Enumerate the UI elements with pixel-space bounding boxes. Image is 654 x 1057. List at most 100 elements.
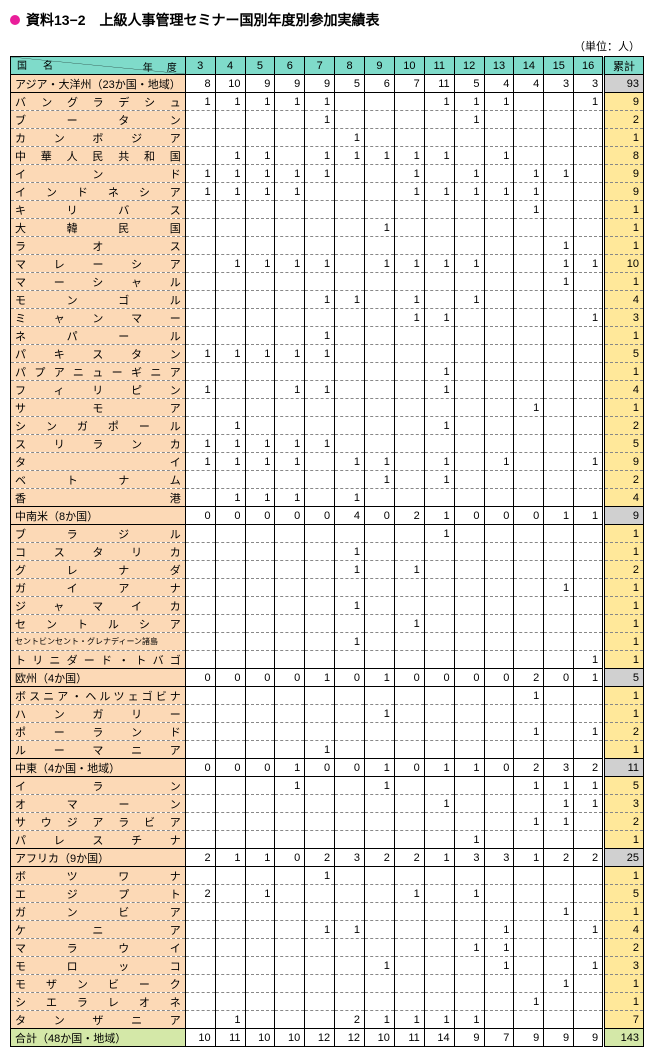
value-cell: 1 — [394, 1011, 424, 1029]
value-cell — [424, 579, 454, 597]
value-cell — [514, 471, 544, 489]
value-cell: 1 — [335, 129, 365, 147]
value-cell: 1 — [365, 219, 395, 237]
value-cell: 9 — [454, 1029, 484, 1047]
value-cell: 1 — [544, 165, 574, 183]
value-cell: 5 — [335, 75, 365, 93]
value-cell — [424, 399, 454, 417]
value-cell — [544, 453, 574, 471]
country-name: ジャマイカ — [11, 597, 186, 615]
country-name: シエラレオネ — [11, 993, 186, 1011]
value-cell — [245, 219, 275, 237]
value-cell: 1 — [424, 147, 454, 165]
value-cell — [514, 975, 544, 993]
value-cell — [484, 525, 514, 543]
value-cell: 1 — [454, 831, 484, 849]
value-cell — [544, 219, 574, 237]
value-cell — [424, 435, 454, 453]
value-cell — [574, 201, 604, 219]
value-cell — [215, 237, 245, 255]
value-cell: 1 — [394, 885, 424, 903]
country-name: ネパール — [11, 327, 186, 345]
value-cell — [245, 687, 275, 705]
value-cell — [305, 201, 335, 219]
row-total: 5 — [604, 777, 644, 795]
value-cell: 0 — [394, 669, 424, 687]
value-cell: 9 — [275, 75, 305, 93]
country-name: 中華人民共和国 — [11, 147, 186, 165]
value-cell: 1 — [215, 453, 245, 471]
value-cell — [574, 705, 604, 723]
value-cell — [484, 651, 514, 669]
value-cell: 1 — [574, 795, 604, 813]
value-cell: 0 — [245, 507, 275, 525]
value-cell: 1 — [394, 183, 424, 201]
value-cell: 1 — [365, 957, 395, 975]
value-cell — [365, 975, 395, 993]
value-cell — [484, 633, 514, 651]
value-cell — [454, 975, 484, 993]
value-cell — [574, 525, 604, 543]
value-cell: 1 — [335, 291, 365, 309]
value-cell: 1 — [185, 453, 215, 471]
value-cell — [484, 543, 514, 561]
value-cell: 9 — [574, 1029, 604, 1047]
value-cell: 1 — [484, 93, 514, 111]
value-cell: 4 — [484, 75, 514, 93]
value-cell — [335, 345, 365, 363]
value-cell — [275, 597, 305, 615]
value-cell — [185, 633, 215, 651]
value-cell — [305, 903, 335, 921]
value-cell — [215, 309, 245, 327]
value-cell — [215, 327, 245, 345]
value-cell — [394, 687, 424, 705]
value-cell: 11 — [424, 75, 454, 93]
value-cell — [484, 165, 514, 183]
value-cell: 1 — [484, 453, 514, 471]
row-total: 1 — [604, 867, 644, 885]
value-cell: 1 — [185, 183, 215, 201]
value-cell — [394, 939, 424, 957]
value-cell — [484, 417, 514, 435]
value-cell — [305, 129, 335, 147]
value-cell: 2 — [544, 849, 574, 867]
value-cell — [275, 525, 305, 543]
value-cell: 0 — [305, 759, 335, 777]
value-cell: 2 — [365, 849, 395, 867]
row-total: 1 — [604, 831, 644, 849]
value-cell: 1 — [275, 381, 305, 399]
value-cell — [305, 399, 335, 417]
row-total: 1 — [604, 363, 644, 381]
country-name: ブータン — [11, 111, 186, 129]
value-cell: 1 — [215, 345, 245, 363]
value-cell — [454, 471, 484, 489]
value-cell: 1 — [335, 453, 365, 471]
value-cell: 1 — [275, 255, 305, 273]
value-cell: 2 — [394, 849, 424, 867]
value-cell — [454, 201, 484, 219]
value-cell: 0 — [454, 669, 484, 687]
value-cell — [215, 939, 245, 957]
country-name: バングラデシュ — [11, 93, 186, 111]
value-cell — [514, 957, 544, 975]
value-cell — [185, 255, 215, 273]
value-cell — [424, 885, 454, 903]
value-cell — [245, 795, 275, 813]
value-cell — [275, 129, 305, 147]
value-cell — [365, 363, 395, 381]
value-cell: 1 — [514, 165, 544, 183]
value-cell — [424, 957, 454, 975]
value-cell — [185, 777, 215, 795]
value-cell: 0 — [424, 669, 454, 687]
row-total: 1 — [604, 615, 644, 633]
value-cell — [335, 777, 365, 795]
value-cell: 1 — [424, 453, 454, 471]
value-cell — [484, 813, 514, 831]
country-name: モザンビーク — [11, 975, 186, 993]
value-cell — [335, 903, 365, 921]
value-cell — [424, 705, 454, 723]
value-cell — [245, 111, 275, 129]
value-cell — [574, 111, 604, 129]
row-total: 1 — [604, 633, 644, 651]
value-cell — [514, 633, 544, 651]
